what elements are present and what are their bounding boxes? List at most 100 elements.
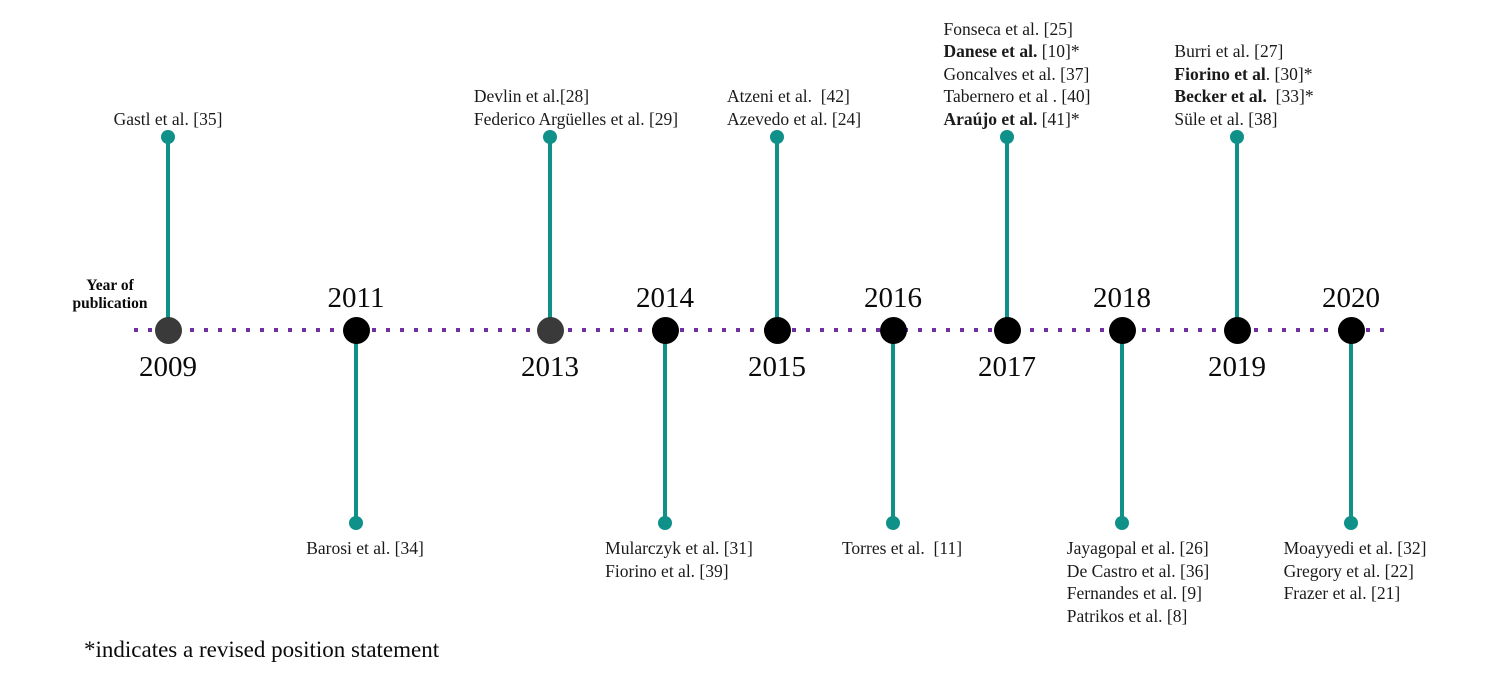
citation-text: . [30]* [1265,63,1313,84]
citation-text: Fiorino et al. [39] [605,560,729,581]
citations-block-2017: Fonseca et al. [25] Danese et al. [10]* Go… [944,18,1091,131]
citations-block-2015: Atzeni et al. [42] Azevedo et al. [24] [727,85,861,130]
year-label-2013: 2013 [521,351,579,383]
year-label-2015: 2015 [748,351,806,383]
stem-endpoint-dot-2013 [543,130,557,144]
citation-text: Atzeni et al. [42] [726,86,850,106]
citation-stem-2016 [891,330,895,523]
citation-stem-2017 [1005,137,1009,330]
citation-line: Atzeni et al. [42] [727,85,861,108]
year-label-2019: 2019 [1208,351,1266,383]
citations-block-2016: Torres et al. [11] [842,537,962,560]
citation-text: De Castro et al. [36] [1066,560,1210,581]
citation-line: Danese et al. [10]* [944,40,1091,63]
citation-text: Mularczyk et al. [31] [605,538,753,558]
citation-line: Süle et al. [38] [1174,108,1313,131]
year-node-2019 [1223,316,1251,344]
citation-text: [10]* [1037,41,1080,61]
citation-text: Burri et al. [27] [1174,41,1284,61]
citation-text: Azevedo et al. [24] [726,108,862,129]
citation-text: Torres et al. [11] [841,538,963,558]
citation-line: Mularczyk et al. [31] [605,537,753,560]
year-node-2014 [651,316,679,344]
stem-endpoint-dot-2017 [1000,130,1014,144]
year-node-2013 [536,316,564,344]
citation-text: Gregory et al. [22] [1283,560,1414,581]
year-node-2011 [342,316,370,344]
citation-text: Barosi et al. [34] [306,538,424,558]
citation-line: Jayagopal et al. [26] [1067,537,1209,560]
citations-block-2020: Moayyedi et al. [32] Gregory et al. [22] F… [1284,537,1427,605]
citation-text: Tabernero et al . [40] [943,86,1091,106]
stem-endpoint-dot-2009 [161,130,175,144]
citation-line: Barosi et al. [34] [306,537,424,560]
year-label-2017: 2017 [978,351,1036,383]
citation-text: Federico Argüelles et al. [29] [473,108,679,129]
citation-line: Frazer et al. [21] [1284,582,1427,605]
citation-stem-2011 [354,330,358,523]
citations-block-2019: Burri et al. [27] Fiorino et al. [30]* Bec… [1174,40,1313,130]
year-node-2017 [993,316,1021,344]
axis-label-line2: publication [72,294,148,312]
year-node-2016 [879,316,907,344]
citation-line: Fernandes et al. [9] [1067,582,1209,605]
citation-text: Fernandes et al. [9] [1066,583,1202,603]
citation-line: Federico Argüelles et al. [29] [474,108,678,131]
citation-line: Fiorino et al. [39] [605,560,753,583]
stem-endpoint-dot-2019 [1230,130,1244,144]
citation-line: Araújo et al. [41]* [944,108,1091,131]
year-label-2016: 2016 [864,282,922,314]
stem-endpoint-dot-2011 [349,516,363,530]
citation-line: Moayyedi et al. [32] [1284,537,1427,560]
axis-label-line1: Year of [86,277,134,294]
citation-line: Azevedo et al. [24] [727,108,861,131]
citation-bold-text: Becker et al. [1174,86,1267,106]
citations-block-2013: Devlin et al.[28] Federico Argüelles et a… [474,85,678,130]
citation-line: Gastl et al. [35] [114,108,223,131]
citation-text: Moayyedi et al. [32] [1283,538,1427,558]
footnote-text: *indicates a revised position statement [84,637,440,662]
citations-block-2011: Barosi et al. [34] [306,537,424,560]
citations-block-2009: Gastl et al. [35] [114,108,223,131]
citation-stem-2020 [1349,330,1353,523]
citation-text: Devlin et al.[28] [473,86,590,106]
citation-bold-text: Araújo et al. [943,108,1038,129]
citation-text: Fonseca et al. [25] [943,18,1073,39]
citation-text: [33]* [1266,86,1314,106]
citation-text: Gastl et al. [35] [113,108,223,129]
citation-stem-2014 [663,330,667,523]
stem-endpoint-dot-2014 [658,516,672,530]
year-node-2009 [154,316,182,344]
citation-text: Jayagopal et al. [26] [1066,538,1209,558]
year-node-2018 [1108,316,1136,344]
citation-bold-text: Fiorino et al [1174,63,1266,84]
citation-line: Tabernero et al . [40] [944,85,1091,108]
year-node-2015 [763,316,791,344]
year-label-2014: 2014 [636,282,694,314]
citation-line: Gregory et al. [22] [1284,560,1427,583]
citation-text: Süle et al. [38] [1174,108,1278,129]
citation-stem-2018 [1120,330,1124,523]
year-node-2020 [1337,316,1365,344]
citation-line: Patrikos et al. [8] [1067,605,1209,628]
citation-stem-2013 [548,137,552,330]
citation-line: Burri et al. [27] [1174,40,1313,63]
year-label-2009: 2009 [139,351,197,383]
citation-line: Fonseca et al. [25] [944,18,1091,41]
citation-line: Goncalves et al. [37] [944,63,1091,86]
stem-endpoint-dot-2015 [770,130,784,144]
citation-text: [41]* [1037,108,1080,129]
stem-endpoint-dot-2018 [1115,516,1129,530]
citation-line: Becker et al. [33]* [1174,85,1313,108]
citations-block-2018: Jayagopal et al. [26] De Castro et al. [3… [1067,537,1209,627]
timeline-axis [134,328,1392,332]
citation-line: Torres et al. [11] [842,537,962,560]
stem-endpoint-dot-2016 [886,516,900,530]
citation-bold-text: Danese et al. [943,41,1038,61]
axis-label: Year of publication [62,277,158,312]
citations-block-2014: Mularczyk et al. [31] Fiorino et al. [39] [605,537,753,582]
citation-line: De Castro et al. [36] [1067,560,1209,583]
year-label-2018: 2018 [1093,282,1151,314]
citation-stem-2009 [166,137,170,330]
